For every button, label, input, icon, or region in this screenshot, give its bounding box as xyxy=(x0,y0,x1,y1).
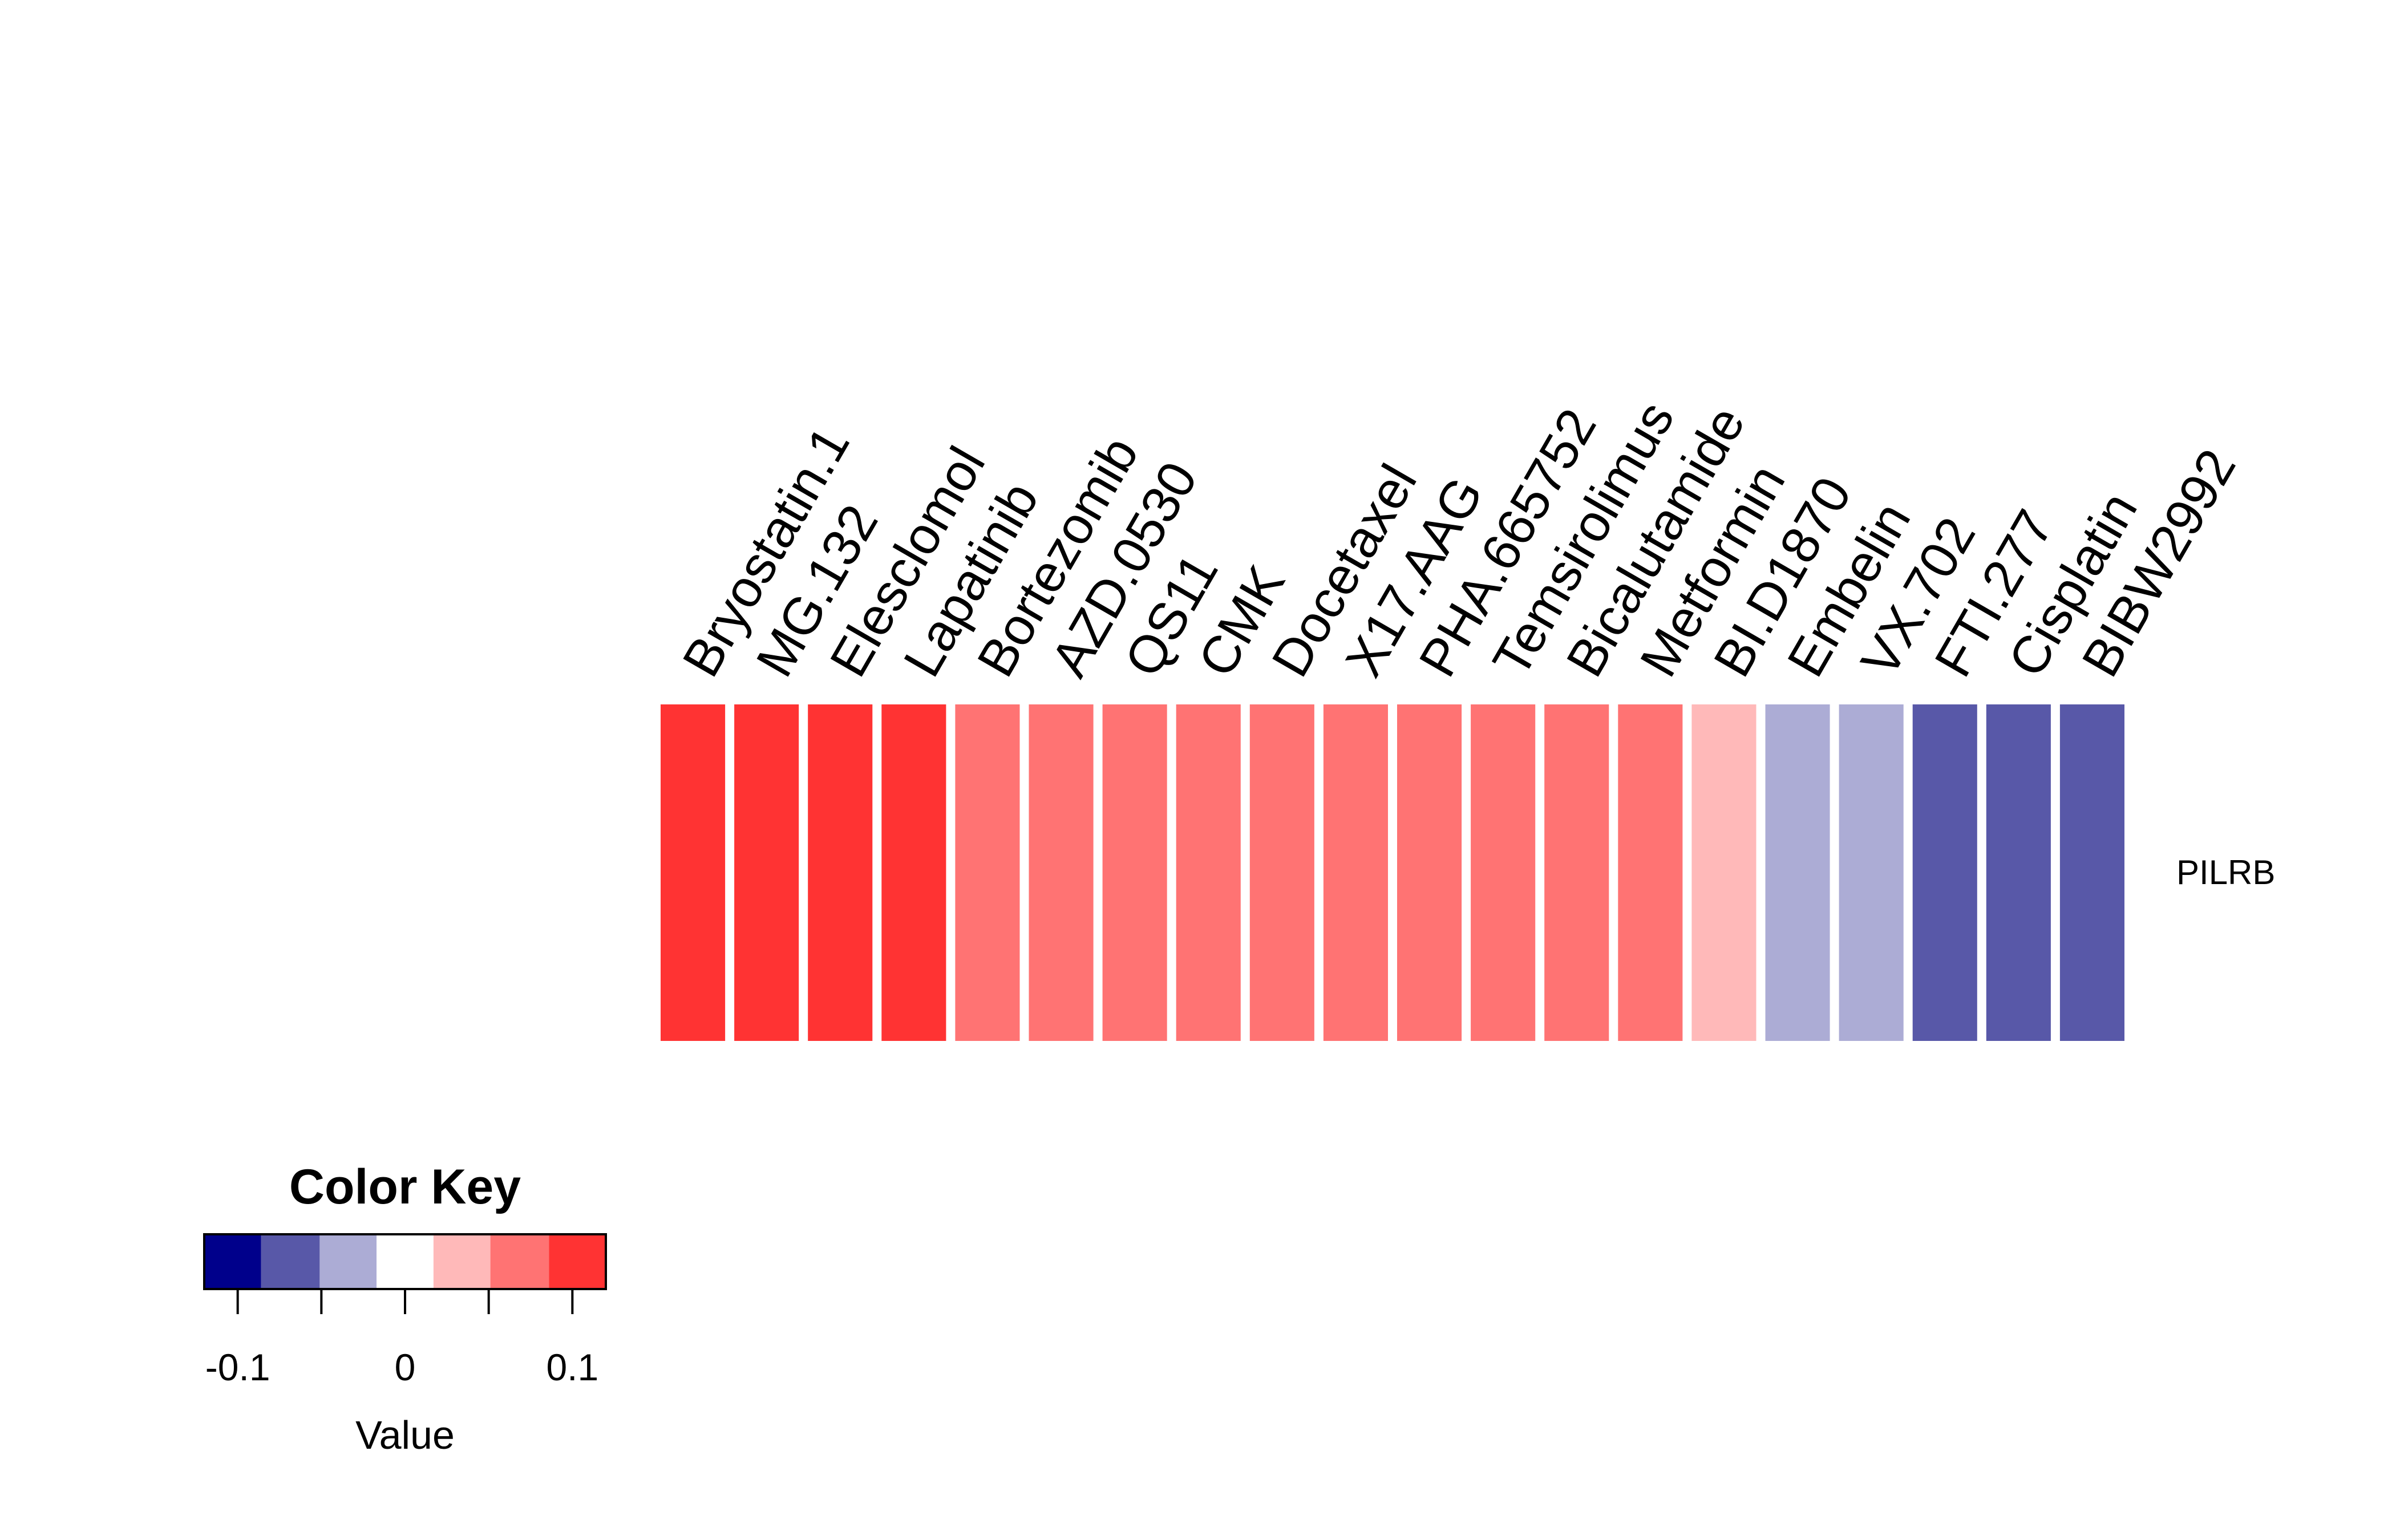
color-key-title: Color Key xyxy=(289,1160,521,1214)
heatmap-cell-docetaxel xyxy=(1249,704,1314,1041)
color-key-tick-label: -0.1 xyxy=(205,1346,270,1388)
heatmap-cell-bortezomib xyxy=(955,704,1020,1041)
color-key-swatch xyxy=(377,1234,434,1289)
heatmap-cell-cisplatin xyxy=(1986,704,2051,1041)
heatmap-cell-azd-0530 xyxy=(1029,704,1094,1041)
color-key-swatch xyxy=(490,1234,549,1289)
color-key-swatch xyxy=(319,1234,377,1289)
heatmap-cell-mg-132 xyxy=(734,704,799,1041)
heatmap-cell-lapatinib xyxy=(881,704,946,1041)
heatmap-cell-vx-702 xyxy=(1839,704,1904,1041)
heatmap-cell-bi-d1870 xyxy=(1691,704,1756,1041)
row-label-pilrb: PILRB xyxy=(2176,853,2275,891)
heatmap-cell-x17-aag xyxy=(1323,704,1388,1041)
color-key-swatch xyxy=(433,1234,491,1289)
heatmap-cell-bicalutamide xyxy=(1544,704,1609,1041)
column-labels: Bryostatin.1MG.132ElesclomolLapatinibBor… xyxy=(672,392,2247,686)
color-key-axis-label: Value xyxy=(355,1413,455,1457)
heatmap-cell-fti-277 xyxy=(1912,704,1977,1041)
heatmap-cells xyxy=(661,704,2124,1041)
color-key: Color Key -0.1 0 0.1 Value xyxy=(203,1160,607,1457)
row-labels: PILRB xyxy=(2176,853,2275,891)
heatmap-cell-elesclomol xyxy=(808,704,873,1041)
color-key-tick-label: 0 xyxy=(395,1346,416,1388)
heatmap-cell-bryostatin-1 xyxy=(661,704,726,1041)
heatmap-cell-pha-665752 xyxy=(1397,704,1462,1041)
heatmap-cell-metformin xyxy=(1618,704,1683,1041)
color-key-ticks: -0.1 0 0.1 xyxy=(205,1289,598,1388)
heatmap-cell-embelin xyxy=(1765,704,1830,1041)
heatmap-cell-cmk xyxy=(1176,704,1241,1041)
heatmap-cell-temsirolimus xyxy=(1471,704,1536,1041)
heatmap-cell-qs11 xyxy=(1102,704,1167,1041)
heatmap-cell-bibw2992 xyxy=(2059,704,2124,1041)
color-key-swatches xyxy=(203,1233,607,1290)
color-key-swatch xyxy=(204,1234,261,1289)
color-key-swatch xyxy=(549,1234,606,1289)
color-key-swatch xyxy=(261,1234,320,1289)
color-key-tick-label: 0.1 xyxy=(546,1346,598,1388)
